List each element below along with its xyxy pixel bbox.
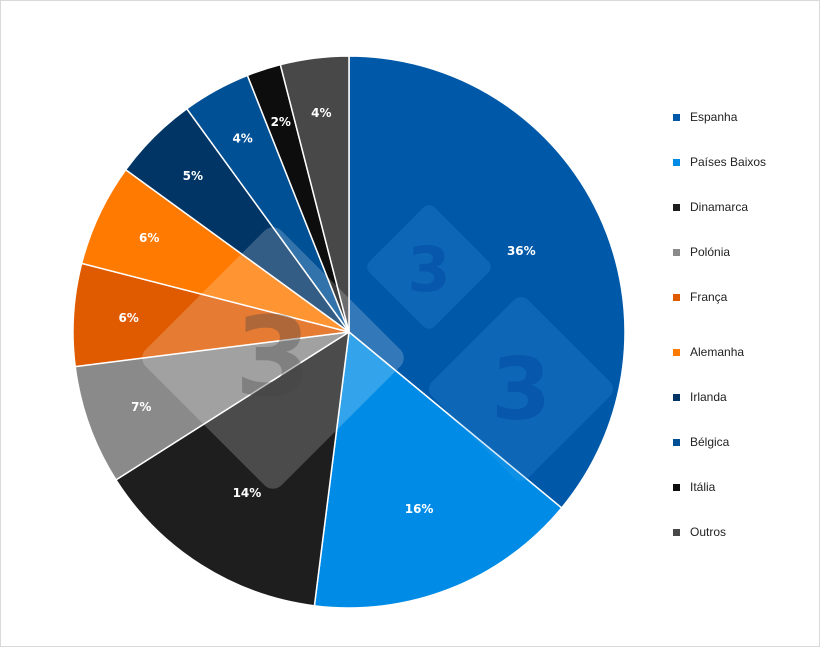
slice-labels: 36% 16% 14% 7% 6% 6% 5% 4% 2% 4% [118, 106, 535, 516]
legend-swatch [673, 348, 680, 356]
legend-label: Irlanda [690, 390, 727, 404]
watermark-glyph-large: 3 [491, 340, 551, 440]
legend-item: França [673, 287, 727, 307]
watermark-logo-small [367, 205, 491, 329]
legend-label: Espanha [690, 110, 738, 124]
legend-label: Países Baixos [690, 155, 767, 169]
legend-label: Bélgica [690, 435, 730, 449]
pie-slice-pa-ses-baixos [313, 330, 563, 609]
slice-label: 6% [139, 231, 159, 245]
legend-label: França [690, 290, 728, 304]
legend-label: Polónia [690, 245, 731, 259]
legend-swatch [673, 293, 680, 301]
slice-label: 16% [405, 502, 434, 516]
legend-swatch [673, 158, 680, 166]
slice-label: 4% [311, 106, 331, 120]
slice-label: 14% [233, 486, 262, 500]
pie-slices [72, 55, 626, 609]
watermark-logo-large [428, 296, 614, 482]
legend-swatch [673, 438, 680, 446]
pie-slice-dinamarca [114, 330, 350, 607]
legend-item: Itália [673, 477, 715, 497]
legend-item: Dinamarca [673, 197, 748, 217]
legend-item: Bélgica [673, 432, 729, 452]
legend-item: Alemanha [673, 342, 744, 362]
legend-label: Itália [690, 480, 716, 494]
slice-label: 7% [131, 400, 151, 414]
legend-label: Dinamarca [690, 200, 749, 214]
slice-label: 36% [507, 244, 536, 258]
legend-label: Outros [690, 525, 727, 539]
legend-swatch [673, 248, 680, 256]
legend-label: Alemanha [690, 345, 745, 359]
legend-swatch [673, 528, 680, 536]
pie-slice-pol-nia [74, 331, 350, 481]
watermark-logo-left [142, 227, 404, 489]
legend-item: Países Baixos [673, 152, 766, 172]
legend-swatch [673, 393, 680, 401]
legend-item: Irlanda [673, 387, 727, 407]
pie-slice-outros [279, 55, 350, 333]
slice-label: 6% [118, 311, 138, 325]
watermark-glyph-left: 3 [235, 293, 312, 421]
legend-swatch [673, 203, 680, 211]
slice-label: 4% [232, 132, 252, 146]
slice-label: 2% [271, 115, 291, 129]
legend-item: Outros [673, 522, 726, 542]
legend-item: Polónia [673, 242, 730, 262]
legend-swatch [673, 113, 680, 121]
legend-item: Espanha [673, 107, 737, 127]
pie-slice-espanha [348, 55, 626, 509]
legend-swatch [673, 483, 680, 491]
watermark-logos: 3 3 3 [142, 205, 614, 489]
watermark-glyph-small: 3 [407, 233, 450, 306]
slice-label: 5% [183, 169, 203, 183]
